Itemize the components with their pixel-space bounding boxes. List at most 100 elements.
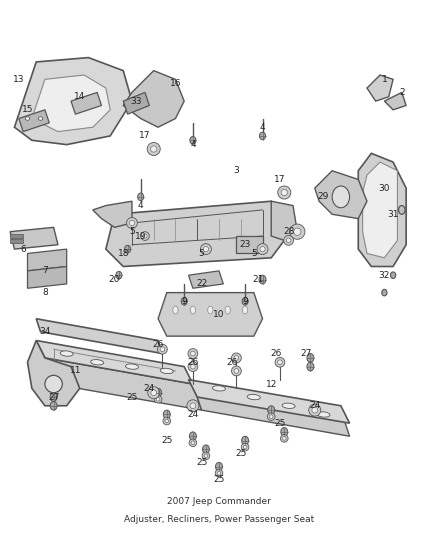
Ellipse shape xyxy=(190,403,196,409)
Text: 25: 25 xyxy=(161,436,173,445)
Ellipse shape xyxy=(129,220,134,225)
Text: 21: 21 xyxy=(252,275,264,284)
Ellipse shape xyxy=(312,407,318,413)
Text: 26: 26 xyxy=(226,358,238,367)
Text: 20: 20 xyxy=(109,275,120,284)
Ellipse shape xyxy=(147,142,160,156)
Ellipse shape xyxy=(282,403,295,408)
Polygon shape xyxy=(36,319,162,353)
Ellipse shape xyxy=(141,232,149,240)
Ellipse shape xyxy=(259,275,266,284)
Ellipse shape xyxy=(307,362,314,371)
Ellipse shape xyxy=(155,389,162,397)
Ellipse shape xyxy=(208,306,213,314)
Ellipse shape xyxy=(190,136,196,144)
Ellipse shape xyxy=(232,353,241,363)
Ellipse shape xyxy=(202,452,210,459)
Text: 7: 7 xyxy=(42,266,48,276)
Text: 28: 28 xyxy=(283,227,294,236)
Ellipse shape xyxy=(242,297,248,305)
Text: 12: 12 xyxy=(265,379,277,389)
Text: 25: 25 xyxy=(126,393,138,401)
Ellipse shape xyxy=(234,369,239,373)
Text: 31: 31 xyxy=(387,210,399,219)
Ellipse shape xyxy=(163,410,170,419)
Polygon shape xyxy=(71,92,102,114)
Text: 26: 26 xyxy=(187,358,198,367)
Text: 26: 26 xyxy=(152,341,164,349)
Polygon shape xyxy=(188,379,350,423)
Polygon shape xyxy=(358,154,406,266)
Polygon shape xyxy=(315,171,367,219)
Text: 8: 8 xyxy=(42,288,48,297)
Polygon shape xyxy=(123,71,184,127)
Ellipse shape xyxy=(212,386,226,391)
Text: 19: 19 xyxy=(135,231,146,240)
Text: 27: 27 xyxy=(300,349,312,358)
Ellipse shape xyxy=(232,366,241,376)
Ellipse shape xyxy=(148,387,160,399)
Text: 4: 4 xyxy=(138,201,144,210)
Text: 3: 3 xyxy=(233,166,239,175)
Polygon shape xyxy=(193,384,350,436)
Ellipse shape xyxy=(45,375,62,393)
Ellipse shape xyxy=(281,427,288,436)
Ellipse shape xyxy=(191,364,195,369)
Text: 5: 5 xyxy=(251,249,257,258)
Ellipse shape xyxy=(268,406,275,415)
Ellipse shape xyxy=(242,436,249,445)
Ellipse shape xyxy=(191,441,195,445)
Text: 25: 25 xyxy=(235,449,247,458)
Text: 6: 6 xyxy=(20,245,26,254)
Text: 2007 Jeep Commander: 2007 Jeep Commander xyxy=(167,497,271,506)
Ellipse shape xyxy=(204,454,208,458)
Polygon shape xyxy=(19,110,49,132)
Ellipse shape xyxy=(317,412,330,417)
Ellipse shape xyxy=(138,193,144,200)
Ellipse shape xyxy=(241,443,249,451)
Text: 10: 10 xyxy=(213,310,225,319)
Ellipse shape xyxy=(286,238,291,243)
Polygon shape xyxy=(367,75,393,101)
Ellipse shape xyxy=(201,244,212,255)
Ellipse shape xyxy=(181,297,187,305)
Text: 23: 23 xyxy=(240,240,251,249)
Ellipse shape xyxy=(154,395,162,403)
Ellipse shape xyxy=(215,470,223,477)
Text: 2: 2 xyxy=(399,88,405,97)
Ellipse shape xyxy=(190,306,195,314)
Text: 24: 24 xyxy=(187,410,198,419)
Ellipse shape xyxy=(283,437,286,440)
Text: 11: 11 xyxy=(70,367,81,375)
Text: 4: 4 xyxy=(190,140,196,149)
Ellipse shape xyxy=(202,445,209,454)
Ellipse shape xyxy=(281,189,287,196)
Ellipse shape xyxy=(60,351,73,356)
Ellipse shape xyxy=(278,360,282,365)
Text: 26: 26 xyxy=(270,349,281,358)
Ellipse shape xyxy=(290,224,305,239)
Text: 5: 5 xyxy=(199,249,205,258)
Polygon shape xyxy=(271,201,297,240)
Ellipse shape xyxy=(269,415,273,418)
Text: 30: 30 xyxy=(378,184,390,192)
Text: 4: 4 xyxy=(260,123,265,132)
Ellipse shape xyxy=(307,353,314,362)
Ellipse shape xyxy=(332,186,350,208)
Text: 22: 22 xyxy=(196,279,207,288)
Ellipse shape xyxy=(116,271,122,279)
Ellipse shape xyxy=(294,228,301,236)
Bar xyxy=(10,235,23,238)
Text: 29: 29 xyxy=(318,192,329,201)
Ellipse shape xyxy=(268,413,275,421)
Ellipse shape xyxy=(160,347,165,352)
Polygon shape xyxy=(10,228,58,249)
Ellipse shape xyxy=(165,419,169,423)
Ellipse shape xyxy=(173,306,178,314)
Ellipse shape xyxy=(284,236,293,245)
Ellipse shape xyxy=(189,432,196,441)
Polygon shape xyxy=(45,358,201,410)
Text: 27: 27 xyxy=(48,393,59,401)
Ellipse shape xyxy=(158,344,167,354)
Ellipse shape xyxy=(243,306,248,314)
